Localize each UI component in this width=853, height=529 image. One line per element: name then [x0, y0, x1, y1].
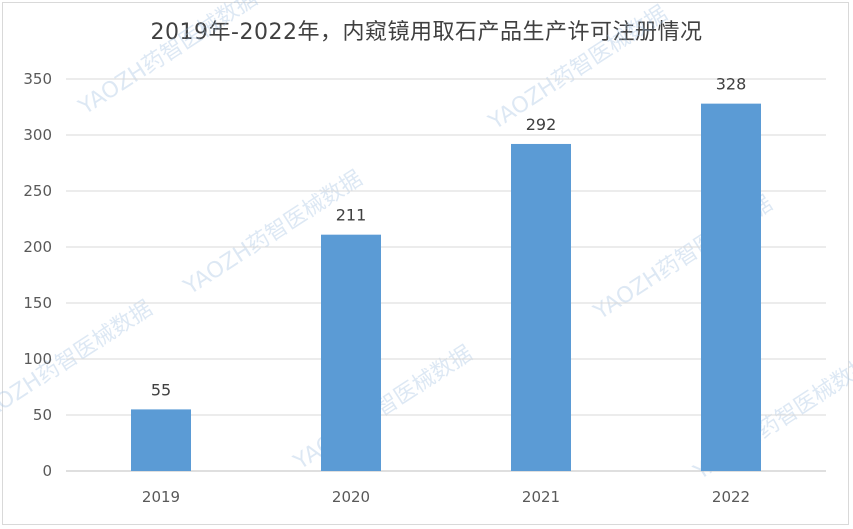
y-tick-label: 350 [23, 70, 52, 88]
y-tick-label: 100 [23, 350, 52, 368]
x-axis: 2019 2020 2021 2022 [142, 488, 750, 506]
y-tick-label: 200 [23, 238, 52, 256]
gridlines [66, 78, 826, 472]
bar-2019 [131, 409, 191, 471]
x-tick-label-2020: 2020 [332, 488, 370, 506]
y-tick-label: 250 [23, 182, 52, 200]
data-label-2020: 211 [336, 206, 367, 225]
y-axis: 0 50 100 150 200 250 300 350 [23, 70, 52, 480]
watermark-text: YAOZH药智医械数据 [289, 341, 477, 475]
data-labels: 55 211 292 328 [151, 75, 746, 400]
data-label-2019: 55 [151, 380, 171, 399]
bar-2020 [321, 234, 381, 471]
watermark-text: YAOZH药智医械数据 [74, 0, 262, 121]
y-tick-label: 50 [33, 406, 52, 424]
x-tick-label-2019: 2019 [142, 488, 180, 506]
y-tick-label: 300 [23, 126, 52, 144]
chart-title: 2019年-2022年，内窥镜用取石产品生产许可注册情况 [150, 20, 703, 45]
data-label-2022: 328 [716, 75, 747, 94]
bar-2022 [701, 103, 761, 471]
data-label-2021: 292 [526, 115, 557, 134]
y-tick-label: 150 [23, 294, 52, 312]
y-tick-label: 0 [42, 462, 52, 480]
bar-2021 [511, 143, 571, 471]
x-tick-label-2022: 2022 [712, 488, 750, 506]
x-tick-label-2021: 2021 [522, 488, 560, 506]
bars [131, 103, 761, 471]
watermark-text: YAOZH药智医械数据 [484, 1, 672, 135]
